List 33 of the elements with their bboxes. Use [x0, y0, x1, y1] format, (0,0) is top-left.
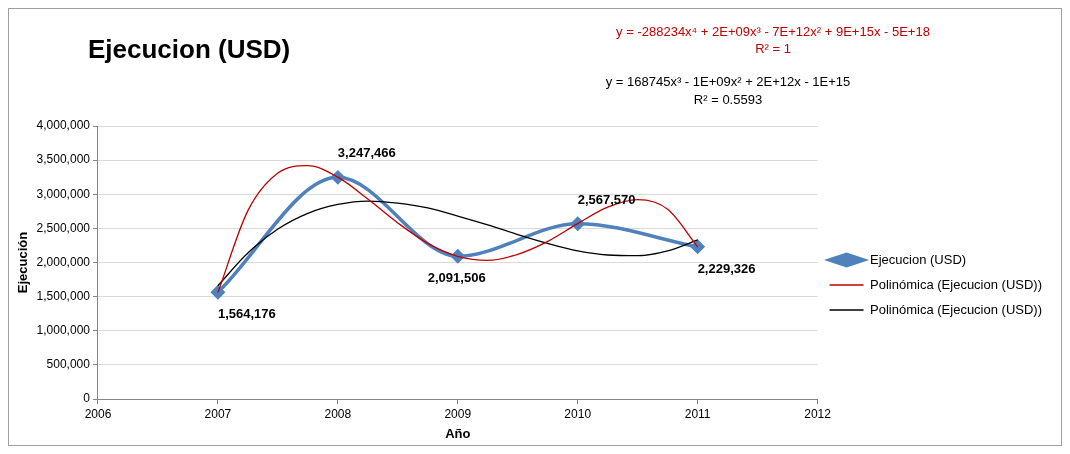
- y-tick-label: 2,500,000: [36, 220, 91, 235]
- x-tick-label: 2006: [84, 406, 112, 421]
- x-axis-title: Año: [445, 425, 471, 441]
- x-tick-label: 2007: [204, 406, 232, 421]
- y-axis-title: Ejecución: [15, 231, 31, 294]
- y-tick-label: 2,000,000: [36, 254, 91, 269]
- legend-label: Polinómica (Ejecucion (USD)): [870, 301, 1043, 317]
- x-tick-label: 2009: [444, 406, 472, 421]
- point: [211, 285, 225, 299]
- x-tick-label: 2011: [684, 406, 711, 421]
- y-tick-label: 3,000,000: [36, 186, 91, 201]
- y-tick-label: 4,000,000: [36, 118, 91, 133]
- y-tick-label: 1,000,000: [36, 323, 91, 338]
- point: [690, 240, 705, 254]
- x-tick-label: 2010: [564, 406, 592, 421]
- text: y = 168745x³ - 1E+09x² + 2E+12x - 1E+15: [605, 74, 851, 89]
- legend-label: Polinómica (Ejecucion (USD)): [870, 276, 1043, 292]
- data-label: 1,564,176: [217, 306, 276, 322]
- x-tick-label: 2008: [324, 406, 352, 421]
- data-label: 2,091,506: [427, 270, 486, 286]
- data-label: 3,247,466: [337, 145, 396, 161]
- text: R² = 0.5593: [693, 92, 763, 107]
- y-tick-label: 1,500,000: [36, 288, 91, 303]
- data-label: 2,229,326: [697, 260, 756, 276]
- legend-label: Ejecucion (USD): [870, 251, 967, 267]
- y-tick-label: 0: [83, 391, 91, 406]
- text: y = -288234x⁴ + 2E+09x³ - 7E+12x² + 9E+15x - 5E+18: [616, 24, 930, 39]
- chart-title: Ejecucion (USD): [88, 34, 291, 64]
- text: R² = 1: [755, 41, 791, 56]
- data-label: 2,567,570: [577, 191, 636, 207]
- y-tick-label: 500,000: [46, 357, 91, 372]
- y-tick-label: 3,500,000: [36, 152, 91, 167]
- x-tick-label: 2012: [804, 406, 832, 421]
